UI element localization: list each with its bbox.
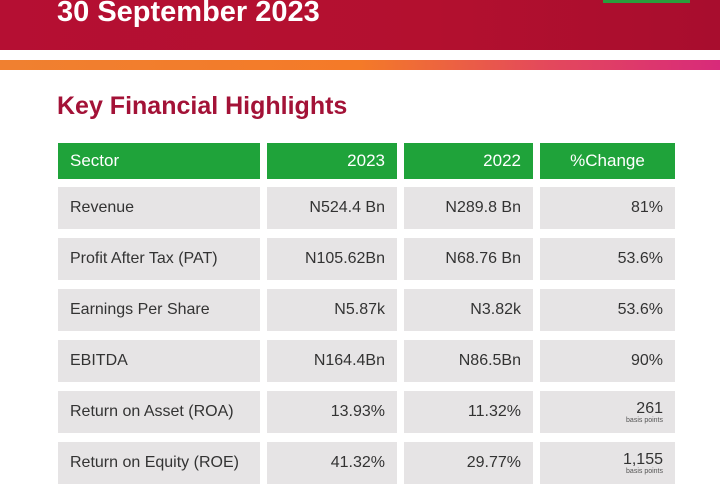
page-title: 30 September 2023 (57, 0, 320, 28)
value-2022: N3.82k (404, 289, 533, 331)
value-2023: N524.4 Bn (267, 187, 397, 229)
header-sector: Sector (58, 143, 260, 179)
value-2022: 11.32% (404, 391, 533, 433)
row-label: Return on Asset (ROA) (58, 391, 260, 433)
value-2023: 13.93% (267, 391, 397, 433)
value-change: 53.6% (540, 289, 675, 331)
value-change: 53.6% (540, 238, 675, 280)
value-change: 261 basis points (540, 391, 675, 433)
row-label: Revenue (58, 187, 260, 229)
value-change: 81% (540, 187, 675, 229)
value-2022: N289.8 Bn (404, 187, 533, 229)
header-2023: 2023 (267, 143, 397, 179)
gradient-divider (0, 60, 720, 70)
change-value: 261 (636, 399, 663, 417)
value-2022: N86.5Bn (404, 340, 533, 382)
value-2023: N164.4Bn (267, 340, 397, 382)
value-change: 90% (540, 340, 675, 382)
change-value: 1,155 (622, 450, 663, 468)
value-2023: N105.62Bn (267, 238, 397, 280)
header-banner: 30 September 2023 (0, 0, 720, 50)
row-label: Return on Equity (ROE) (58, 442, 260, 484)
row-label: Profit After Tax (PAT) (58, 238, 260, 280)
value-change: 1,155 basis points (540, 442, 675, 484)
value-2022: N68.76 Bn (404, 238, 533, 280)
value-2023: N5.87k (267, 289, 397, 331)
row-label: Earnings Per Share (58, 289, 260, 331)
value-2023: 41.32% (267, 442, 397, 484)
change-unit: basis points (626, 416, 663, 424)
row-label: EBITDA (58, 340, 260, 382)
header-change: %Change (540, 143, 675, 179)
green-badge (603, 0, 690, 3)
change-unit: basis points (626, 467, 663, 475)
value-2022: 29.77% (404, 442, 533, 484)
header-2022: 2022 (404, 143, 533, 179)
section-title: Key Financial Highlights (57, 92, 348, 120)
